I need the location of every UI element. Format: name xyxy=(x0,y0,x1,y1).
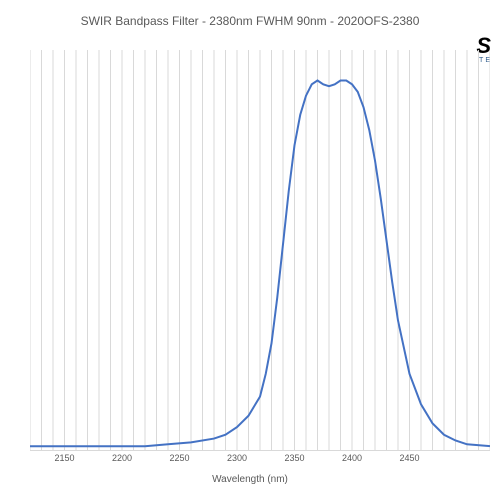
chart-svg xyxy=(30,50,490,450)
x-tick-label: 2200 xyxy=(112,453,132,463)
x-axis-label: Wavelength (nm) xyxy=(0,474,500,485)
x-tick-labels: 2150 2200 2250 2300 2350 2400 2450 xyxy=(30,453,490,469)
x-tick-label: 2350 xyxy=(284,453,304,463)
gridlines xyxy=(30,50,490,450)
chart-container: SWIR Bandpass Filter - 2380nm FWHM 90nm … xyxy=(0,0,500,500)
chart-title: SWIR Bandpass Filter - 2380nm FWHM 90nm … xyxy=(0,14,500,28)
x-tick-label: 2250 xyxy=(169,453,189,463)
x-tick-label: 2150 xyxy=(54,453,74,463)
x-tick-label: 2300 xyxy=(227,453,247,463)
x-tick-label: 2400 xyxy=(342,453,362,463)
x-tick-label: 2450 xyxy=(399,453,419,463)
plot-area xyxy=(30,50,490,451)
